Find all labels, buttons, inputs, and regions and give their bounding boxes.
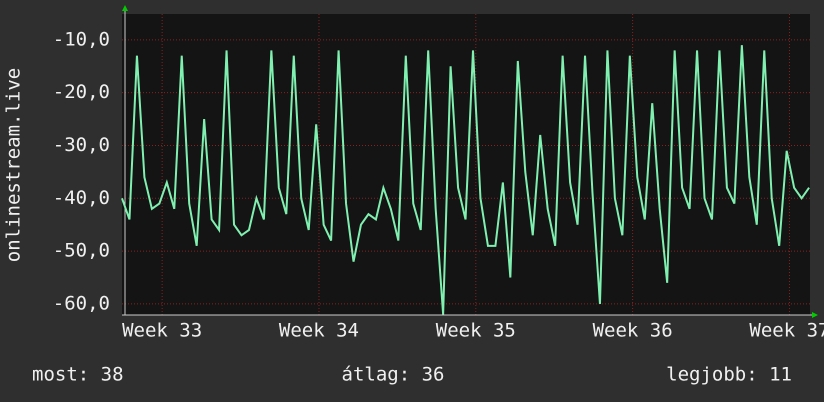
y-tick-label: -20,0 xyxy=(53,81,110,103)
plot-area xyxy=(122,14,810,315)
footer-stat: átlag: 36 xyxy=(342,364,445,386)
footer-stat: legjobb: 11 xyxy=(666,364,792,386)
y-tick-label: -50,0 xyxy=(53,240,110,262)
data-line xyxy=(121,45,810,315)
axis-arrow xyxy=(122,5,128,11)
x-tick-label: Week 35 xyxy=(436,320,516,342)
y-axis-label: onlinestream.live xyxy=(3,68,25,262)
axis-arrow xyxy=(812,312,818,318)
x-tick-label: Week 34 xyxy=(279,320,359,342)
footer-stat: most: 38 xyxy=(32,364,124,386)
y-tick-label: -10,0 xyxy=(53,28,110,50)
y-tick-label: -40,0 xyxy=(53,187,110,209)
y-tick-label: -60,0 xyxy=(53,292,110,314)
x-tick-label: Week 33 xyxy=(122,320,202,342)
x-tick-label: Week 36 xyxy=(593,320,673,342)
y-tick-label: -30,0 xyxy=(53,134,110,156)
x-tick-label: Week 37 xyxy=(749,320,824,342)
